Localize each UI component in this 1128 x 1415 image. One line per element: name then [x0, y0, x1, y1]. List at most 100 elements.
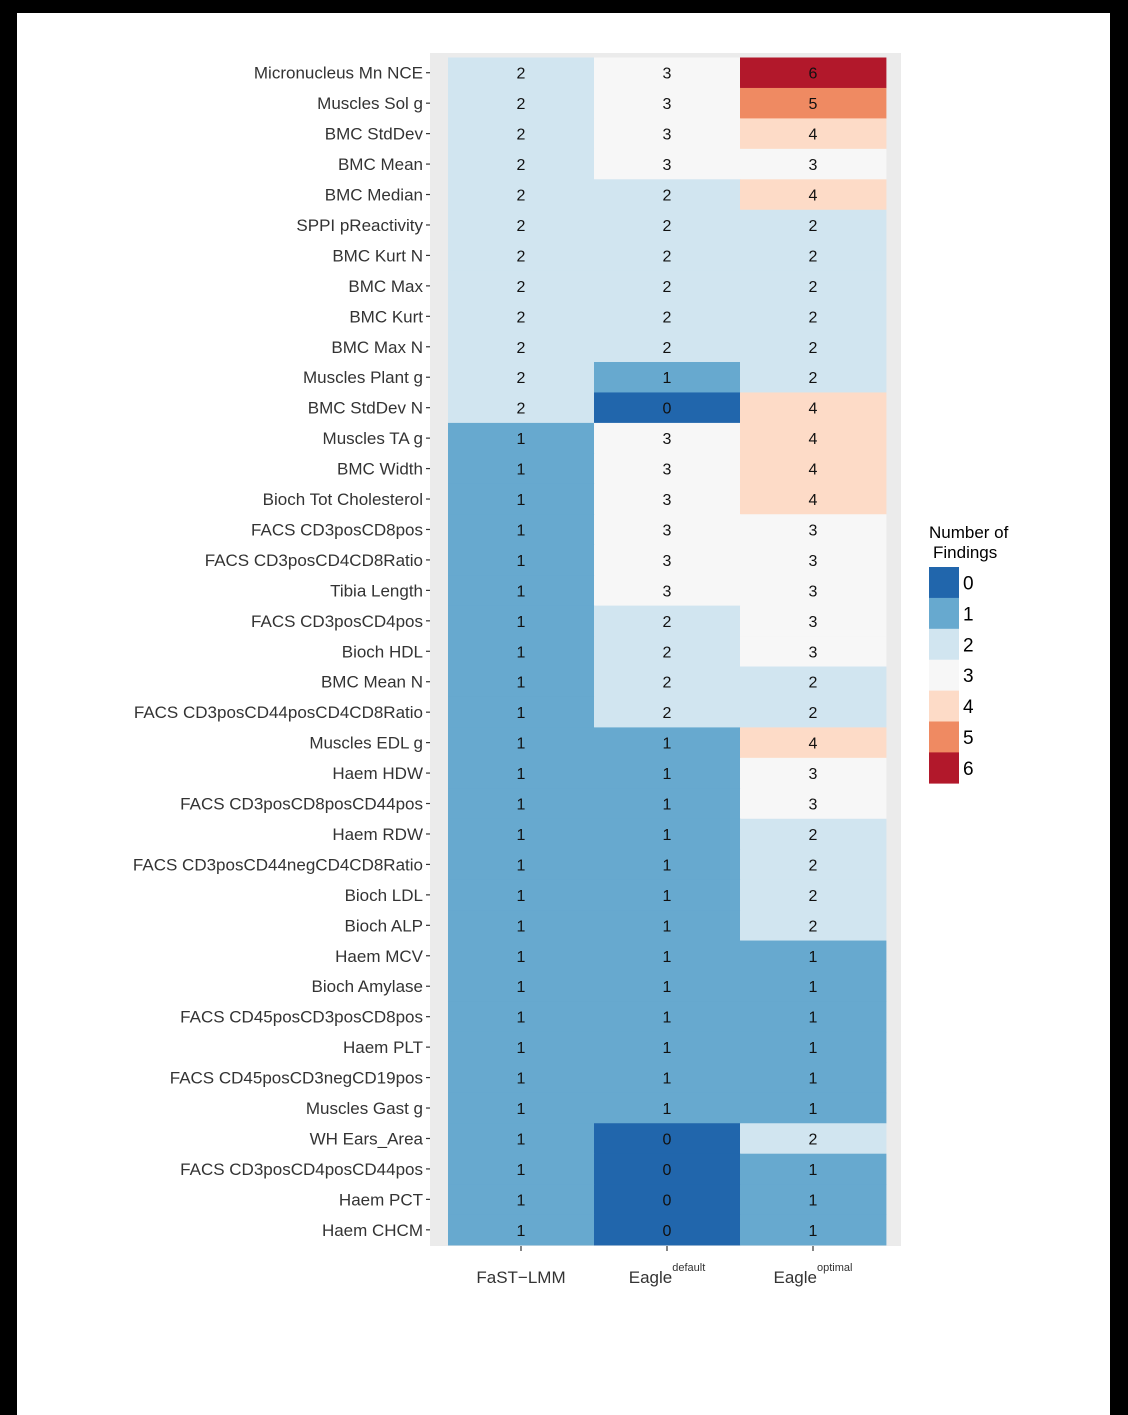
cell-bioch-tot-cholesterol-col1 [594, 483, 741, 515]
cell-value-label: 1 [809, 979, 818, 996]
cell-value-label: 1 [663, 1071, 672, 1088]
cell-haem-pct-col1 [594, 1184, 741, 1215]
cell-value-label: 1 [663, 1010, 672, 1027]
cell-muscles-gast-g-col0 [448, 1092, 595, 1124]
y-tick-label: Haem PCT [339, 1190, 423, 1209]
cell-value-label: 2 [809, 370, 818, 387]
cell-bmc-max-n-col2 [740, 331, 887, 363]
y-tick-label: BMC Kurt [349, 307, 423, 326]
legend-key-0 [929, 567, 959, 599]
y-tick-label: BMC Median [325, 186, 423, 205]
cell-value-label: 1 [517, 492, 526, 509]
cell-facs-cd3poscd8poscd44pos-col1 [594, 788, 741, 820]
y-tick-label: FACS CD45posCD3negCD19pos [170, 1069, 423, 1088]
cell-bmc-kurt-n-col2 [740, 240, 887, 272]
cell-bioch-amylase-col0 [448, 971, 595, 1002]
figure: 2 3 6 2 3 5 2 3 4 2 3 3 2 2 4 2 2 2 2 2 2 2 2 2 2 2 2 2 2 2 2 1 2 2 0 4 1 3 4 1… [17, 13, 1110, 1415]
y-tick-label: Muscles TA g [323, 429, 423, 448]
cell-value-label: 1 [809, 1192, 818, 1209]
cell-value-label: 1 [663, 797, 672, 814]
cell-bioch-hdl-col0 [448, 636, 595, 667]
cell-tibia-length-col1 [594, 575, 741, 606]
cell-value-label: 1 [517, 675, 526, 692]
cell-value-label: 1 [809, 949, 818, 966]
cell-muscles-ta-g-col2 [740, 422, 887, 454]
y-tick-label: BMC Max N [331, 338, 423, 357]
cell-value-label: 1 [663, 918, 672, 935]
cell-haem-rdw-col1 [594, 818, 741, 850]
cell-wh-ears-area-col2 [740, 1123, 887, 1155]
cell-value-label: 2 [809, 857, 818, 874]
y-tick-label: FACS CD3posCD44negCD4CD8Ratio [133, 855, 423, 874]
cell-value-label: 2 [517, 279, 526, 296]
legend-key-1 [929, 597, 959, 630]
cell-value-label: 1 [809, 1010, 818, 1027]
legend-key-5 [929, 721, 959, 753]
cell-haem-mcv-col0 [448, 940, 595, 972]
cell-bmc-width-col0 [448, 453, 595, 485]
cell-haem-rdw-col0 [448, 818, 595, 850]
cell-haem-rdw-col2 [740, 818, 887, 850]
y-tick-label: FACS CD3posCD8pos [251, 520, 423, 539]
cell-facs-cd3poscd44negcd4cd8ratio-col2 [740, 849, 887, 881]
cell-value-label: 2 [809, 827, 818, 844]
cell-facs-cd3poscd44negcd4cd8ratio-col1 [594, 849, 741, 881]
cell-value-label: 0 [663, 1192, 672, 1209]
cell-value-label: 1 [663, 857, 672, 874]
cell-bmc-max-col1 [594, 270, 741, 302]
cell-bmc-width-col2 [740, 453, 887, 485]
cell-value-label: 3 [663, 431, 672, 448]
cell-value-label: 0 [663, 1131, 672, 1148]
y-tick-label: Haem CHCM [322, 1221, 423, 1240]
cell-value-label: 2 [663, 644, 672, 661]
cell-facs-cd3poscd4pos-col1 [594, 605, 741, 637]
cell-value-label: 2 [663, 188, 672, 205]
cell-value-label: 1 [517, 553, 526, 570]
cell-bmc-median-col2 [740, 179, 887, 211]
cell-muscles-ta-g-col0 [448, 422, 595, 454]
y-tick-label: FACS CD3posCD4CD8Ratio [205, 551, 423, 570]
cell-value-label: 0 [663, 1223, 672, 1240]
legend-key-2 [929, 628, 959, 660]
cell-facs-cd3poscd4cd8ratio-col0 [448, 544, 595, 576]
y-tick-label: BMC Mean [338, 155, 423, 174]
cell-facs-cd3poscd8poscd44pos-col2 [740, 788, 887, 820]
cell-micronucleus-mn-nce-col1 [594, 57, 741, 89]
cell-value-label: 2 [809, 218, 818, 235]
cell-value-label: 2 [517, 218, 526, 235]
y-tick-label: Bioch Tot Cholesterol [263, 490, 423, 509]
cell-bmc-max-n-col0 [448, 331, 595, 363]
cell-value-label: 3 [663, 96, 672, 113]
cell-facs-cd3poscd44poscd4cd8ratio-col1 [594, 696, 741, 728]
cell-value-label: 3 [663, 583, 672, 600]
cell-muscles-edl-g-col1 [594, 727, 741, 759]
cell-value-label: 1 [517, 736, 526, 753]
cell-value-label: 3 [809, 644, 818, 661]
cell-value-label: 1 [517, 949, 526, 966]
cell-value-label: 1 [663, 736, 672, 753]
cell-haem-plt-col0 [448, 1031, 595, 1063]
cell-value-label: 2 [809, 1131, 818, 1148]
cell-value-label: 3 [809, 157, 818, 174]
cell-value-label: 1 [517, 1071, 526, 1088]
cell-bmc-width-col1 [594, 453, 741, 485]
cell-value-label: 1 [517, 979, 526, 996]
cell-haem-chcm-col1 [594, 1214, 741, 1246]
cell-value-label: 1 [517, 1223, 526, 1240]
cell-facs-cd3poscd44poscd4cd8ratio-col0 [448, 696, 595, 728]
cell-value-label: 1 [663, 766, 672, 783]
cell-tibia-length-col2 [740, 575, 887, 606]
cell-value-label: 2 [517, 401, 526, 418]
y-tick-label: Bioch ALP [345, 916, 423, 935]
cell-bioch-amylase-col2 [740, 971, 887, 1002]
cell-value-label: 3 [809, 522, 818, 539]
cell-facs-cd3poscd4poscd44pos-col1 [594, 1153, 741, 1185]
cell-bmc-max-n-col1 [594, 331, 741, 363]
y-tick-label: Muscles Gast g [306, 1099, 423, 1118]
y-tick-label: Haem HDW [332, 764, 423, 783]
cell-value-label: 1 [517, 1101, 526, 1118]
cell-value-label: 4 [809, 736, 818, 753]
y-tick-label: BMC Width [337, 460, 423, 479]
cell-muscles-gast-g-col2 [740, 1092, 887, 1124]
cell-value-label: 1 [517, 1131, 526, 1148]
